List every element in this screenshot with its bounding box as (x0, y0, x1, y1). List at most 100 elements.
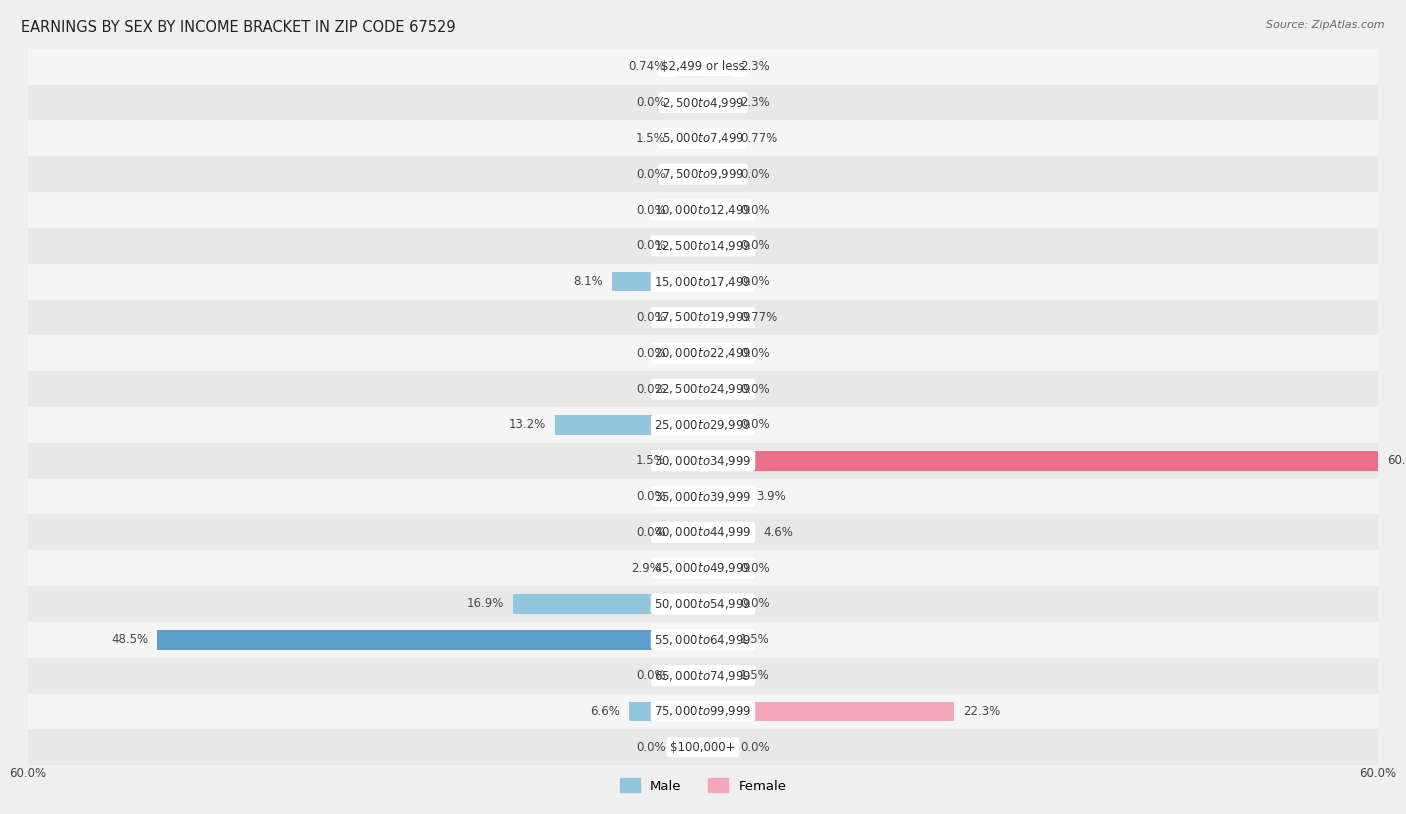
Text: 2.3%: 2.3% (740, 60, 770, 73)
Bar (28, 192, 1378, 228)
Bar (28, 586, 1378, 622)
Text: 2.3%: 2.3% (740, 96, 770, 109)
Bar (703, 129, 731, 148)
Bar (675, 308, 703, 327)
Bar (28, 407, 1378, 443)
Bar (28, 371, 1378, 407)
Text: 6.6%: 6.6% (591, 705, 620, 718)
Text: $7,500 to $9,999: $7,500 to $9,999 (662, 167, 744, 182)
Bar (513, 594, 703, 614)
Text: 0.77%: 0.77% (740, 311, 778, 324)
Bar (28, 514, 1378, 550)
Bar (671, 558, 703, 578)
Text: 1.5%: 1.5% (740, 669, 770, 682)
Text: 0.0%: 0.0% (740, 204, 769, 217)
Text: $35,000 to $39,999: $35,000 to $39,999 (654, 489, 752, 504)
Text: 60.0%: 60.0% (1386, 454, 1406, 467)
Text: 0.0%: 0.0% (740, 383, 769, 396)
Bar (28, 85, 1378, 120)
Text: $50,000 to $54,999: $50,000 to $54,999 (654, 597, 752, 611)
Bar (628, 702, 703, 721)
Text: Source: ZipAtlas.com: Source: ZipAtlas.com (1267, 20, 1385, 30)
Bar (28, 622, 1378, 658)
Text: $5,000 to $7,499: $5,000 to $7,499 (662, 131, 744, 146)
Bar (28, 694, 1378, 729)
Bar (703, 272, 731, 291)
Bar (28, 228, 1378, 264)
Text: 0.74%: 0.74% (628, 60, 666, 73)
Bar (703, 487, 747, 506)
Text: 0.0%: 0.0% (637, 383, 666, 396)
Bar (675, 57, 703, 77)
Text: 0.0%: 0.0% (637, 526, 666, 539)
Bar (703, 308, 731, 327)
Bar (675, 344, 703, 363)
Bar (28, 120, 1378, 156)
Text: 13.2%: 13.2% (509, 418, 546, 431)
Bar (675, 236, 703, 256)
Text: $2,500 to $4,999: $2,500 to $4,999 (662, 95, 744, 110)
Text: $22,500 to $24,999: $22,500 to $24,999 (654, 382, 752, 396)
Bar (675, 200, 703, 220)
Text: 2.9%: 2.9% (631, 562, 661, 575)
Text: 48.5%: 48.5% (111, 633, 149, 646)
Bar (703, 737, 731, 757)
Bar (28, 658, 1378, 694)
Bar (28, 335, 1378, 371)
Text: $10,000 to $12,499: $10,000 to $12,499 (654, 203, 752, 217)
Bar (703, 666, 731, 685)
Bar (675, 487, 703, 506)
Text: 3.9%: 3.9% (756, 490, 786, 503)
Text: 0.0%: 0.0% (637, 669, 666, 682)
Text: $45,000 to $49,999: $45,000 to $49,999 (654, 561, 752, 575)
Bar (703, 702, 953, 721)
Bar (28, 479, 1378, 514)
Bar (703, 57, 731, 77)
Bar (28, 49, 1378, 85)
Bar (675, 523, 703, 542)
Text: $15,000 to $17,499: $15,000 to $17,499 (654, 274, 752, 289)
Text: 22.3%: 22.3% (963, 705, 1000, 718)
Text: 0.0%: 0.0% (740, 418, 769, 431)
Text: 4.6%: 4.6% (763, 526, 793, 539)
Text: 1.5%: 1.5% (740, 633, 770, 646)
Text: 0.0%: 0.0% (740, 347, 769, 360)
Text: 0.0%: 0.0% (637, 168, 666, 181)
Bar (28, 264, 1378, 300)
Text: 60.0%: 60.0% (1360, 767, 1396, 780)
Bar (612, 272, 703, 291)
Text: 0.0%: 0.0% (740, 275, 769, 288)
Text: 0.0%: 0.0% (740, 597, 769, 610)
Text: $100,000+: $100,000+ (671, 741, 735, 754)
Text: $2,499 or less: $2,499 or less (661, 60, 745, 73)
Bar (554, 415, 703, 435)
Text: 60.0%: 60.0% (10, 767, 46, 780)
Bar (28, 443, 1378, 479)
Text: EARNINGS BY SEX BY INCOME BRACKET IN ZIP CODE 67529: EARNINGS BY SEX BY INCOME BRACKET IN ZIP… (21, 20, 456, 35)
Text: 0.77%: 0.77% (740, 132, 778, 145)
Bar (675, 164, 703, 184)
Bar (675, 129, 703, 148)
Bar (703, 523, 755, 542)
Text: $65,000 to $74,999: $65,000 to $74,999 (654, 668, 752, 683)
Text: 0.0%: 0.0% (740, 168, 769, 181)
Text: $25,000 to $29,999: $25,000 to $29,999 (654, 418, 752, 432)
Bar (675, 379, 703, 399)
Text: 0.0%: 0.0% (637, 490, 666, 503)
Text: 0.0%: 0.0% (637, 96, 666, 109)
Text: $40,000 to $44,999: $40,000 to $44,999 (654, 525, 752, 540)
Bar (703, 451, 1378, 470)
Text: 1.5%: 1.5% (636, 454, 666, 467)
Bar (28, 729, 1378, 765)
Bar (28, 300, 1378, 335)
Legend: Male, Female: Male, Female (614, 773, 792, 798)
Text: 0.0%: 0.0% (740, 562, 769, 575)
Text: 8.1%: 8.1% (574, 275, 603, 288)
Bar (703, 200, 731, 220)
Bar (675, 737, 703, 757)
Bar (703, 379, 731, 399)
Text: $75,000 to $99,999: $75,000 to $99,999 (654, 704, 752, 719)
Bar (703, 164, 731, 184)
Text: 0.0%: 0.0% (740, 239, 769, 252)
Bar (703, 415, 731, 435)
